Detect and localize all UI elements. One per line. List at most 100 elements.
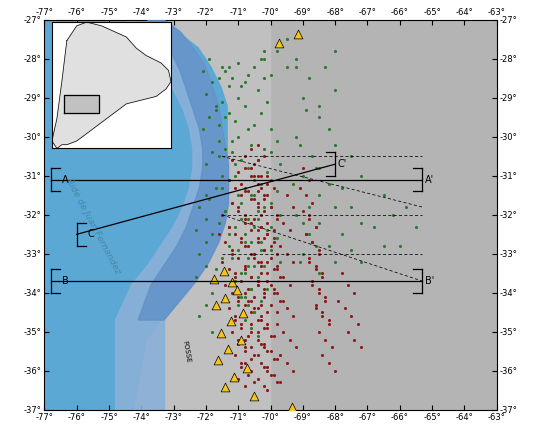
Point	[305, 75, 314, 82]
Point	[347, 246, 355, 253]
Point	[266, 246, 275, 253]
Point	[240, 383, 249, 390]
Point	[240, 289, 249, 296]
Point	[289, 258, 298, 265]
Point	[230, 313, 239, 320]
Point	[340, 305, 349, 312]
Point	[269, 184, 278, 191]
Point	[286, 281, 294, 288]
Point	[279, 219, 288, 226]
Point	[305, 215, 314, 222]
Point	[273, 320, 281, 327]
Point	[263, 278, 272, 285]
Point	[250, 250, 259, 257]
Point	[273, 250, 281, 257]
Point	[250, 161, 259, 168]
Point	[260, 246, 268, 253]
Point	[234, 133, 242, 140]
Point	[256, 340, 265, 347]
Point	[227, 246, 236, 253]
Point	[260, 153, 268, 160]
Point	[276, 211, 285, 218]
Point	[217, 329, 226, 336]
Point	[331, 258, 339, 265]
Point	[230, 172, 239, 179]
Point	[247, 297, 255, 304]
Point	[240, 215, 249, 222]
Text: Ride de Juan Fernandez: Ride de Juan Fernandez	[64, 177, 122, 276]
Point	[312, 223, 320, 230]
Point	[318, 352, 327, 359]
Point	[260, 203, 268, 210]
Point	[227, 278, 236, 285]
Point	[234, 203, 242, 210]
Point	[239, 310, 247, 317]
Point	[243, 254, 252, 261]
Point	[234, 94, 242, 101]
Point	[247, 309, 255, 316]
Point	[276, 242, 285, 249]
Point	[219, 268, 228, 275]
Point	[315, 289, 324, 296]
Point	[211, 102, 220, 109]
Polygon shape	[115, 320, 164, 410]
Point	[240, 188, 249, 195]
Point	[286, 336, 294, 343]
Point	[250, 309, 259, 316]
Point	[250, 215, 259, 222]
Point	[232, 286, 241, 293]
Point	[221, 67, 229, 74]
Point	[273, 289, 281, 296]
Point	[237, 192, 246, 199]
Point	[221, 281, 229, 288]
Point	[266, 223, 275, 230]
Point	[227, 200, 236, 207]
Point	[240, 270, 249, 277]
Point	[250, 192, 259, 199]
Point	[253, 274, 262, 281]
Point	[230, 118, 239, 125]
Point	[256, 258, 265, 265]
Point	[269, 227, 278, 234]
Point	[253, 157, 262, 164]
Point	[224, 242, 233, 249]
Point	[250, 254, 259, 261]
Point	[292, 55, 301, 62]
Point	[389, 211, 398, 218]
Polygon shape	[135, 320, 270, 410]
Point	[234, 246, 242, 253]
Point	[315, 270, 324, 277]
Point	[269, 371, 278, 378]
Point	[274, 40, 283, 47]
Point	[260, 196, 268, 203]
Text: B: B	[62, 276, 69, 286]
Point	[269, 332, 278, 339]
Point	[344, 281, 352, 288]
Point	[247, 250, 255, 257]
Point	[263, 231, 272, 238]
Point	[234, 254, 242, 261]
Point	[243, 332, 252, 339]
Point	[227, 250, 236, 257]
Point	[266, 176, 275, 183]
Point	[214, 153, 223, 160]
Point	[240, 293, 249, 300]
Point	[305, 176, 314, 183]
Point	[220, 384, 229, 391]
Point	[266, 348, 275, 355]
Point	[321, 297, 330, 304]
Point	[253, 239, 262, 246]
Point	[302, 231, 311, 238]
Point	[221, 145, 229, 152]
Point	[273, 379, 281, 386]
Point	[327, 344, 336, 351]
Point	[260, 262, 268, 269]
Point	[243, 242, 252, 249]
Point	[331, 203, 339, 210]
Point	[247, 164, 255, 171]
Point	[205, 55, 214, 62]
Point	[266, 242, 275, 249]
Point	[276, 274, 285, 281]
Point	[243, 364, 252, 371]
Point	[312, 223, 320, 230]
